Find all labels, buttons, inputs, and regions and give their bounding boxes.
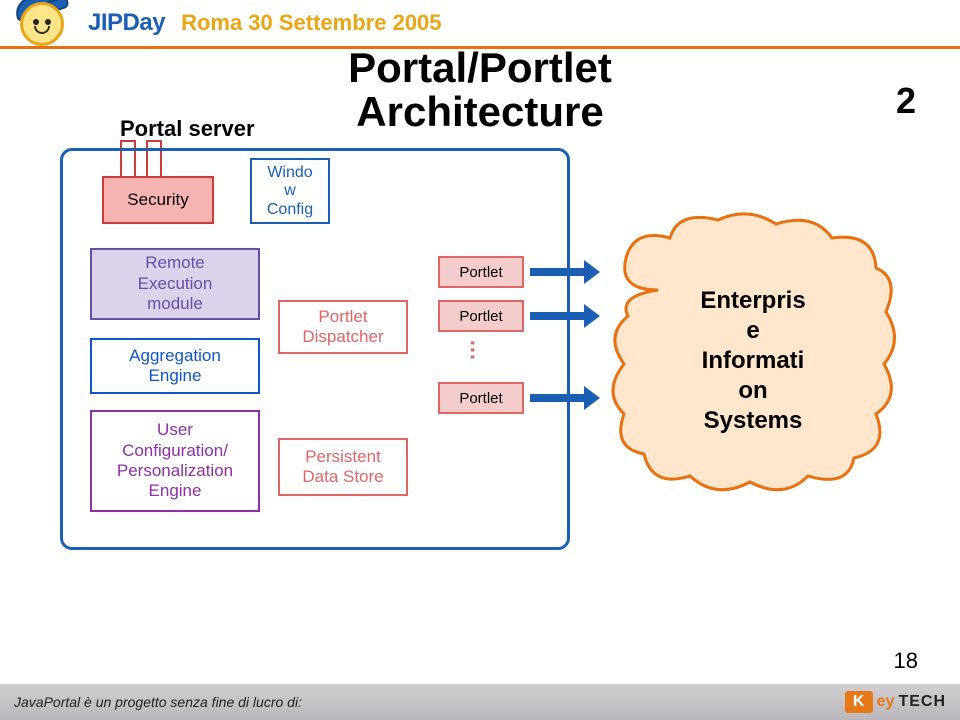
logo-tech: TECH [898,693,946,711]
portlet-box: Portlet [438,300,524,332]
header-subtitle: Roma 30 Settembre 2005 [181,10,441,36]
cloud-text: EnterpriseInformationSystems [608,286,898,436]
arrow-icon [530,268,586,276]
logo-ey: ey [877,693,895,711]
title-line-1: Portal/Portlet [0,46,960,90]
ellipsis: … [465,339,491,359]
header-bar: JIPDay Roma 30 Settembre 2005 [0,0,960,46]
mascot-icon [6,0,78,48]
arrow-icon [530,312,586,320]
arrow-icon [530,394,586,402]
page-number: 18 [894,648,918,674]
portlet-dispatcher-box: PortletDispatcher [278,300,408,354]
brand-name: JIPDay [88,9,165,37]
footer-bar: JavaPortal è un progetto senza fine di l… [0,684,960,720]
portlet-box: Portlet [438,382,524,414]
keytech-logo: K ey TECH [845,691,946,713]
footer-text: JavaPortal è un progetto senza fine di l… [14,694,302,710]
top-right-number: 2 [896,80,916,122]
aggregation-engine-box: AggregationEngine [90,338,260,394]
persistent-store-box: PersistentData Store [278,438,408,496]
portlet-box: Portlet [438,256,524,288]
user-config-box: UserConfiguration/PersonalizationEngine [90,410,260,512]
logo-k: K [845,691,873,713]
portal-server-label: Portal server [120,116,255,142]
enterprise-cloud: EnterpriseInformationSystems [608,210,898,496]
remote-execution-box: RemoteExecutionmodule [90,248,260,320]
